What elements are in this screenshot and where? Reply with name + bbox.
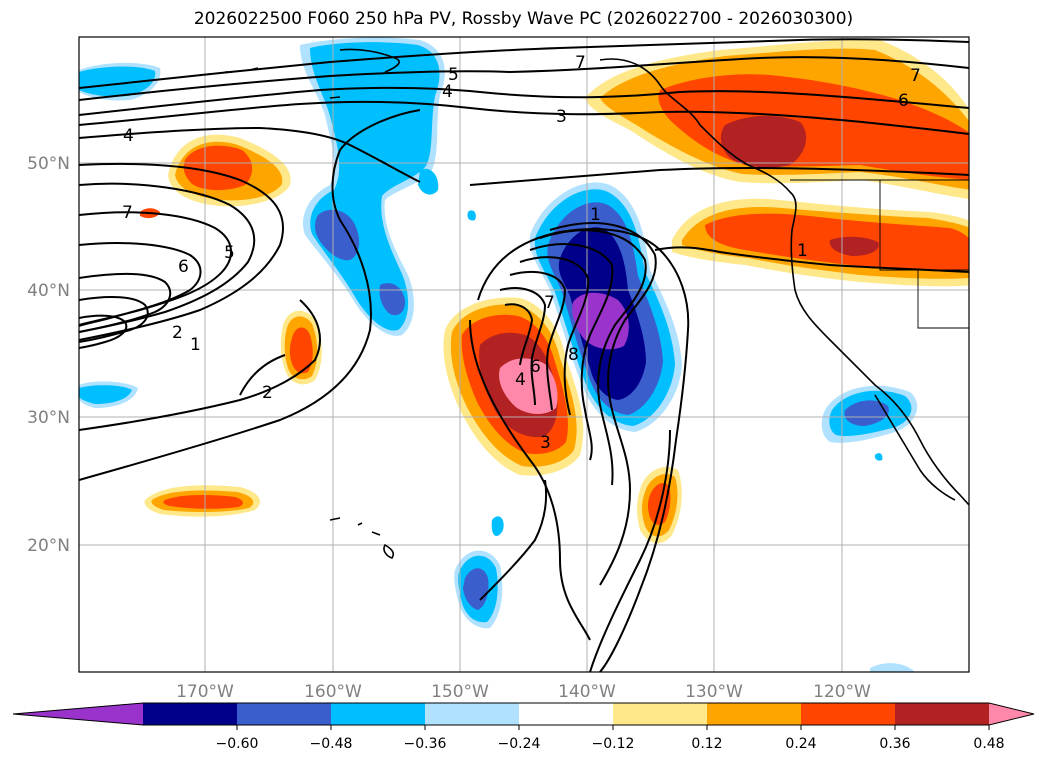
colorbar-tick-label: −0.60 bbox=[216, 736, 259, 752]
lat-label-30n: 30°N bbox=[27, 408, 70, 428]
pv-contours bbox=[79, 38, 969, 672]
contour-label: 3 bbox=[540, 433, 551, 453]
positive-anomaly-central bbox=[443, 297, 584, 476]
negative-anomaly-north bbox=[79, 37, 476, 408]
colorbar: −0.60 −0.48 −0.36 −0.24 −0.12 0.12 0.24 0.36 0.4… bbox=[12, 702, 1035, 752]
colorbar-extend-low bbox=[13, 703, 143, 725]
colorbar-segment bbox=[425, 703, 520, 725]
positive-anomaly-east-band bbox=[672, 198, 969, 287]
contour-label: 7 bbox=[122, 203, 133, 223]
colorbar-segment bbox=[895, 703, 990, 725]
lon-label-170w: 170°W bbox=[176, 682, 234, 702]
colorbar-tick-label: 0.24 bbox=[785, 736, 816, 752]
contour-label: 7 bbox=[910, 66, 921, 86]
contour-label: 7 bbox=[575, 53, 586, 73]
contour-label: 6 bbox=[898, 91, 909, 111]
longitude-labels: 170°W 160°W 150°W 140°W 130°W 120°W bbox=[176, 682, 871, 702]
lon-label-120w: 120°W bbox=[813, 682, 871, 702]
colorbar-tick-label: 0.36 bbox=[879, 736, 910, 752]
colorbar-segment bbox=[519, 703, 614, 725]
colorbar-outline bbox=[12, 702, 1035, 726]
colorbar-segment bbox=[613, 703, 708, 725]
contour-label: 5 bbox=[448, 65, 459, 85]
contour-label: 1 bbox=[190, 335, 201, 355]
lon-label-130w: 130°W bbox=[685, 682, 743, 702]
colorbar-segment bbox=[143, 703, 238, 725]
colorbar-segment bbox=[237, 703, 332, 725]
colorbar-tick-label: 0.12 bbox=[691, 736, 722, 752]
contour-label: 8 bbox=[568, 345, 579, 365]
contour-label: 7 bbox=[544, 293, 555, 313]
colorbar-segment bbox=[707, 703, 802, 725]
contour-label: 6 bbox=[530, 357, 541, 377]
lon-label-160w: 160°W bbox=[304, 682, 362, 702]
lon-label-140w: 140°W bbox=[558, 682, 616, 702]
contour-label: 2 bbox=[172, 323, 183, 343]
map-title: 2026022500 F060 250 hPa PV, Rossby Wave … bbox=[193, 9, 854, 29]
colorbar-segment bbox=[331, 703, 426, 725]
lon-label-150w: 150°W bbox=[431, 682, 489, 702]
lat-label-20n: 20°N bbox=[27, 536, 70, 556]
contour-label: 1 bbox=[590, 205, 601, 225]
contour-labels: 7 5 4 3 7 6 4 7 6 5 2 1 2 1 1 7 8 6 4 3 bbox=[122, 53, 921, 453]
colorbar-tick-label: 0.48 bbox=[973, 736, 1004, 752]
lat-label-50n: 50°N bbox=[27, 154, 70, 174]
colorbar-tick-label: −0.48 bbox=[310, 736, 353, 752]
colorbar-tick-label: −0.36 bbox=[404, 736, 447, 752]
colorbar-tick-label: −0.24 bbox=[498, 736, 541, 752]
graticule bbox=[79, 37, 969, 672]
colorbar-segment bbox=[801, 703, 896, 725]
colorbar-tick-label: −0.12 bbox=[592, 736, 635, 752]
map-border bbox=[78, 36, 970, 673]
colorbar-extend-high bbox=[989, 703, 1034, 725]
lat-label-40n: 40°N bbox=[27, 281, 70, 301]
contour-label: 2 bbox=[262, 383, 273, 403]
contour-label: 6 bbox=[178, 257, 189, 277]
latitude-labels: 50°N 40°N 30°N 20°N bbox=[27, 154, 70, 556]
contour-label: 3 bbox=[556, 107, 567, 127]
contour-label: 4 bbox=[442, 82, 453, 102]
map-content: 7 5 4 3 7 6 4 7 6 5 2 1 2 1 1 7 8 6 4 3 bbox=[79, 37, 969, 672]
contour-label: 5 bbox=[224, 243, 235, 263]
contour-label: 4 bbox=[123, 126, 134, 146]
negative-anomaly-southeast bbox=[454, 385, 918, 672]
contour-label: 4 bbox=[515, 370, 526, 390]
contour-label: 1 bbox=[797, 241, 808, 261]
